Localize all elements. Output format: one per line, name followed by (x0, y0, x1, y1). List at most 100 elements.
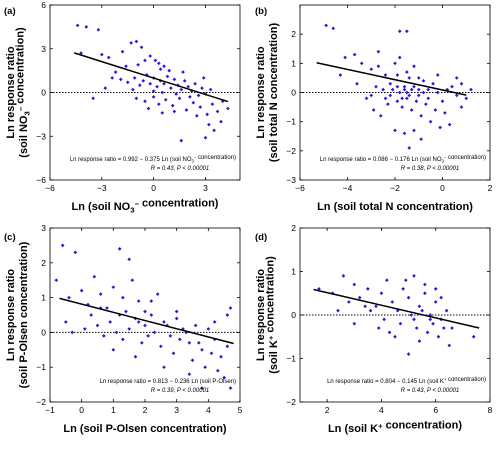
x-tick-label: −3 (97, 183, 107, 193)
data-point (447, 122, 452, 127)
data-point (409, 87, 414, 92)
data-point (405, 96, 409, 101)
data-point (152, 330, 157, 335)
data-point (137, 83, 142, 88)
data-point (407, 76, 412, 80)
data-point (143, 309, 147, 314)
x-tick-label: 4 (206, 405, 211, 415)
data-point (376, 326, 381, 330)
data-point (187, 372, 192, 376)
data-point (402, 131, 407, 136)
data-point (431, 321, 435, 326)
data-point (420, 308, 424, 313)
data-point (395, 84, 400, 89)
x-tick-label: −6 (45, 183, 55, 193)
data-point (388, 93, 393, 98)
y-tick-label: 2 (291, 223, 296, 233)
y-tick-label: −2 (286, 146, 296, 156)
data-point (191, 100, 196, 105)
data-point (387, 330, 392, 335)
regression-line (316, 62, 467, 96)
data-point (379, 291, 384, 296)
data-point (54, 278, 59, 283)
data-point (177, 96, 182, 101)
data-point (409, 108, 414, 112)
data-point (388, 81, 393, 86)
data-point (405, 29, 409, 34)
data-point (114, 330, 119, 335)
data-point (194, 113, 199, 118)
data-point (196, 93, 201, 98)
data-point (91, 96, 96, 101)
panel-label: (c) (4, 232, 16, 243)
data-point (131, 87, 135, 92)
data-point (417, 304, 422, 309)
data-point (447, 343, 452, 348)
data-point (70, 330, 75, 335)
data-point (376, 64, 381, 69)
regression-equation: Ln response ratio = 0.086 − 0.176 Ln (so… (320, 155, 486, 163)
data-point (165, 74, 170, 79)
data-point (143, 99, 147, 104)
data-point (357, 295, 362, 300)
data-point (412, 84, 416, 89)
data-point (98, 292, 103, 296)
regression-equation: Ln response ratio = 0.813 − 0.236 Ln (so… (100, 379, 236, 385)
data-point (438, 125, 442, 130)
data-point (433, 287, 438, 291)
data-point (433, 300, 438, 304)
data-point (136, 62, 140, 67)
regression-line (59, 297, 234, 345)
data-point (134, 39, 139, 44)
data-point (428, 317, 433, 322)
y-tick-label: −2 (36, 397, 46, 407)
data-point (383, 73, 388, 77)
data-point (336, 308, 340, 313)
data-point (435, 73, 440, 77)
data-point (409, 313, 414, 317)
y-tick-label: 2 (41, 258, 46, 268)
data-point (99, 52, 104, 57)
regression-equation: Ln response ratio = 0.992 − 0.375 Ln (so… (70, 155, 236, 163)
data-point (381, 87, 385, 92)
y-axis-label: Ln response ratio (255, 269, 267, 362)
y-tick-label: 1 (41, 293, 46, 303)
data-point (397, 90, 402, 95)
y-tick-label: −1 (36, 362, 46, 372)
data-point (110, 76, 115, 80)
data-point (378, 113, 383, 118)
data-point (130, 278, 135, 283)
data-point (174, 316, 179, 321)
data-point (395, 73, 400, 77)
data-point (143, 323, 147, 328)
x-tick-label: −1 (45, 405, 55, 415)
x-tick-label: 1 (111, 405, 116, 415)
data-point (338, 73, 343, 77)
data-point (407, 146, 412, 150)
y-tick-label: 3 (41, 44, 46, 54)
data-point (405, 90, 409, 95)
x-tick-label: 3 (174, 405, 179, 415)
data-point (82, 327, 87, 331)
data-point (162, 365, 166, 370)
x-tick-label: 2 (325, 405, 330, 415)
data-point (419, 113, 423, 118)
data-point (179, 87, 184, 92)
y-tick-label: −6 (36, 175, 46, 185)
data-point (182, 78, 187, 83)
data-point (136, 320, 141, 324)
data-point (160, 90, 165, 95)
data-point (390, 300, 395, 304)
data-point (162, 81, 166, 86)
y-axis-label: Ln response ratio (5, 269, 17, 362)
data-point (111, 347, 116, 352)
data-point (187, 341, 192, 345)
data-point (200, 386, 204, 390)
data-point (108, 320, 113, 324)
data-point (113, 70, 118, 74)
data-point (139, 341, 144, 345)
data-point (143, 58, 147, 63)
data-point (426, 96, 431, 101)
data-point (406, 352, 411, 356)
